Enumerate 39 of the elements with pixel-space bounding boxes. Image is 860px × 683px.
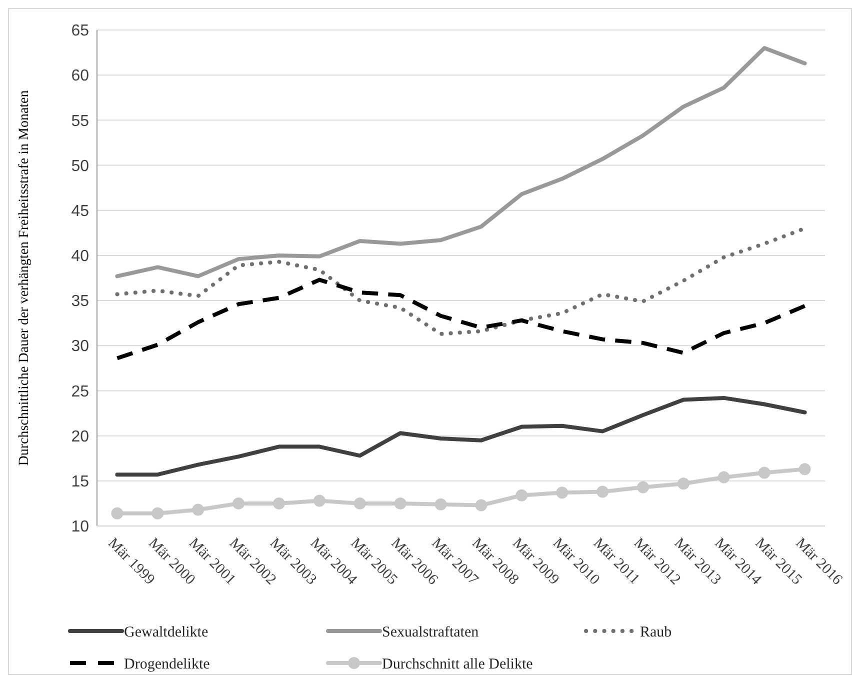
line-series <box>115 278 807 360</box>
y-tick-label: 15 <box>71 474 90 491</box>
point <box>596 486 609 498</box>
point <box>637 481 649 494</box>
y-tick-label: 30 <box>71 338 90 356</box>
line-series <box>115 396 807 477</box>
y-tick-label: 60 <box>71 68 90 85</box>
point <box>718 471 730 484</box>
point <box>516 489 528 502</box>
y-tick-label: 45 <box>71 202 90 220</box>
point <box>354 497 366 510</box>
point <box>111 507 124 520</box>
point <box>758 466 770 479</box>
y-tick-label: 35 <box>71 293 90 310</box>
y-tick-label: 55 <box>71 112 90 130</box>
legend-label: Durchschnitt alle Delikte <box>382 656 534 672</box>
y-tick-label: 20 <box>71 428 90 446</box>
point <box>192 504 204 516</box>
point <box>273 497 285 510</box>
point <box>152 507 164 520</box>
legend-label: Gewaltdelikte <box>124 624 208 640</box>
point <box>434 498 447 510</box>
legend-label: Raub <box>640 624 672 640</box>
point <box>556 486 568 499</box>
point <box>677 478 690 490</box>
legend-label: Sexualstraftaten <box>382 624 480 640</box>
point <box>232 497 245 510</box>
y-tick-label: 25 <box>71 383 90 400</box>
point <box>798 463 811 476</box>
y-tick-label: 10 <box>71 518 90 536</box>
line-series <box>115 46 807 278</box>
point <box>394 497 406 510</box>
y-tick-label: 65 <box>71 22 90 40</box>
y-tick-label: 50 <box>71 158 90 175</box>
point <box>313 494 326 507</box>
point <box>475 499 488 512</box>
y-tick-label: 40 <box>71 248 90 266</box>
legend-label: Drogendelikte <box>124 656 210 672</box>
y-axis-title: Durchschnittliche Dauer der verhängten Freiheitsstrafe in Monaten <box>17 90 32 466</box>
